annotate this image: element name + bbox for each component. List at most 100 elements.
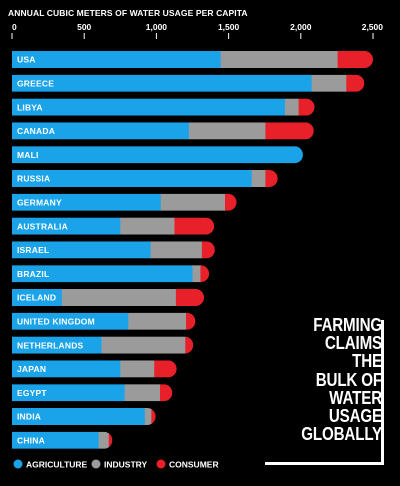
- bar-row: [12, 146, 303, 164]
- headline-line: CLAIMS: [324, 332, 382, 354]
- chart-title: ANNUAL CUBIC METERS OF WATER USAGE PER C…: [8, 8, 248, 18]
- bar-segment-consumer: [160, 384, 173, 402]
- bar-segment-consumer: [151, 408, 156, 425]
- bar-segment-consumer: [224, 193, 237, 211]
- bar-segment-industry: [220, 51, 339, 68]
- bar-segment-agriculture: [12, 241, 152, 259]
- bar-segment-industry: [128, 312, 187, 330]
- bar-segment-consumer: [265, 170, 278, 187]
- bar-segment-industry: [101, 336, 186, 354]
- category-label: NETHERLANDS: [17, 340, 84, 350]
- bar-segment-agriculture: [12, 170, 253, 187]
- bar-row: [12, 431, 113, 449]
- x-tick-label: 500: [77, 22, 91, 32]
- headline-line: GLOBALLY: [301, 423, 382, 445]
- category-label: BRAZIL: [17, 269, 49, 279]
- bars: [12, 51, 373, 449]
- bar-segment-consumer: [185, 336, 194, 354]
- bar-segment-industry: [98, 431, 110, 449]
- bar-segment-agriculture: [12, 360, 121, 378]
- headline-line: USAGE: [328, 405, 382, 427]
- bar-segment-consumer: [298, 98, 315, 116]
- bar-segment-agriculture: [12, 217, 121, 235]
- bar-segment-industry: [311, 74, 347, 92]
- bar-segment-agriculture: [12, 289, 63, 306]
- bar-row: [12, 217, 215, 235]
- bar-segment-industry: [192, 265, 201, 283]
- x-tick-label: 0: [12, 22, 17, 32]
- bar-row: [12, 312, 196, 330]
- bar-segment-industry: [120, 360, 155, 378]
- legend-label: CONSUMER: [169, 460, 219, 470]
- x-tick-label: 2,500: [362, 22, 384, 32]
- category-label: CHINA: [17, 436, 45, 446]
- legend-swatch: [91, 459, 101, 469]
- bar-segment-industry: [124, 384, 161, 402]
- bar-segment-consumer: [201, 241, 215, 259]
- bar-row: [12, 360, 177, 378]
- bar-row: [12, 74, 365, 92]
- category-label: UNITED KINGDOM: [17, 317, 95, 327]
- headline-rule-vertical: [381, 320, 384, 465]
- bar-segment-industry: [160, 193, 226, 211]
- category-label: GREECE: [17, 79, 54, 89]
- bar-segment-agriculture: [12, 408, 146, 425]
- x-tick-label: 1,500: [218, 22, 240, 32]
- headline-line: WATER: [329, 386, 382, 408]
- bar-row: [12, 289, 205, 306]
- bar-segment-consumer: [200, 265, 210, 283]
- x-axis-ticks: 0 500 1,000 1,500 2,000 2,500: [11, 22, 384, 39]
- bar-segment-consumer: [346, 74, 365, 92]
- bar-row: [12, 193, 237, 211]
- bar-segment-industry: [251, 170, 266, 187]
- bar-segment-consumer: [108, 431, 113, 449]
- headline: FARMING CLAIMS THE BULK OF WATER USAGE GLOBALL…: [262, 314, 382, 445]
- bar-segment-agriculture: [12, 384, 126, 402]
- category-label: AUSTRALIA: [17, 221, 68, 231]
- bar-segment-consumer: [265, 122, 314, 140]
- x-tick-label: 1,000: [146, 22, 168, 32]
- bar-segment-agriculture: [12, 265, 193, 283]
- bar-segment-consumer: [175, 289, 205, 306]
- legend-label: INDUSTRY: [104, 460, 147, 470]
- category-label: JAPAN: [17, 364, 46, 374]
- bar-segment-agriculture: [12, 74, 313, 92]
- bar-segment-agriculture: [12, 122, 190, 140]
- bar-segment-industry: [144, 408, 152, 425]
- bar-row: [12, 408, 156, 425]
- headline-rule-horizontal: [265, 462, 384, 465]
- category-label: ICELAND: [17, 293, 56, 303]
- bar-segment-consumer: [337, 51, 373, 68]
- category-label: INDIA: [17, 412, 41, 422]
- bar-segment-agriculture: [12, 312, 129, 330]
- bar-segment-industry: [120, 217, 175, 235]
- bar-row: [12, 384, 173, 402]
- bar-row: [12, 336, 194, 354]
- bar-segment-industry: [284, 98, 300, 116]
- headline-line: BULK OF: [315, 368, 382, 390]
- headline-line: FARMING: [313, 314, 382, 335]
- bar-segment-agriculture: [12, 51, 222, 68]
- bar-segment-agriculture: [12, 193, 162, 211]
- category-label: ISRAEL: [17, 245, 49, 255]
- bar-segment-industry: [61, 289, 177, 306]
- bar-segment-agriculture: [12, 336, 103, 354]
- legend: AGRICULTURE INDUSTRY CONSUMER: [13, 459, 219, 470]
- category-label: RUSSIA: [17, 174, 50, 184]
- legend-label: AGRICULTURE: [26, 460, 88, 470]
- bar-segment-agriculture: [12, 146, 303, 164]
- bar-row: [12, 98, 315, 116]
- bar-segment-industry: [150, 241, 203, 259]
- category-labels: USA GREECE LIBYA CANADA MALI RUSSIA GERMANY AUS…: [17, 55, 95, 446]
- x-tick-label: 2,000: [290, 22, 312, 32]
- category-label: USA: [17, 55, 36, 65]
- bar-segment-agriculture: [12, 431, 100, 449]
- bar-row: [12, 51, 373, 68]
- headline-line: THE: [352, 350, 382, 372]
- category-label: MALI: [17, 150, 39, 160]
- bar-row: [12, 122, 314, 140]
- bar-row: [12, 241, 215, 259]
- bar-row: [12, 170, 278, 187]
- bar-row: [12, 265, 210, 283]
